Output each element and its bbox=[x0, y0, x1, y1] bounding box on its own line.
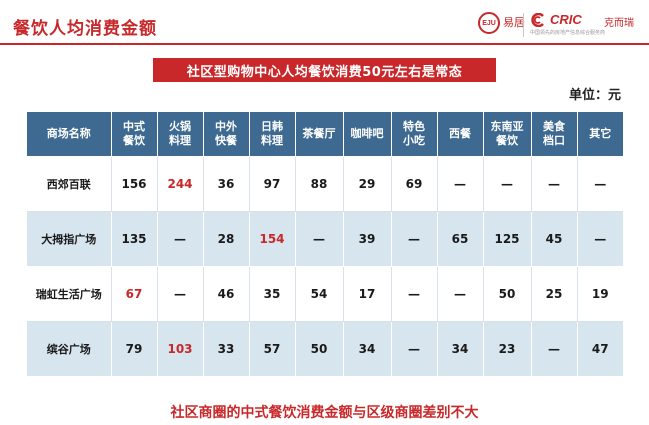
value-cell: — bbox=[157, 266, 204, 322]
mall-name-cell: 西郊百联 bbox=[27, 156, 112, 212]
column-header: 美食 档口 bbox=[531, 112, 578, 157]
column-header: 火锅 料理 bbox=[157, 112, 204, 157]
value-cell: 135 bbox=[111, 211, 158, 267]
value-cell: 156 bbox=[111, 156, 158, 212]
column-header: 中外 快餐 bbox=[203, 112, 250, 157]
value-cell: 46 bbox=[203, 266, 250, 322]
value-cell: 25 bbox=[531, 266, 578, 322]
value-cell: 19 bbox=[577, 266, 623, 322]
mall-name-cell: 大拇指广场 bbox=[27, 211, 112, 267]
value-cell: — bbox=[391, 266, 438, 322]
value-cell: 65 bbox=[437, 211, 484, 267]
value-cell: 125 bbox=[483, 211, 532, 267]
value-cell: 28 bbox=[203, 211, 250, 267]
consumption-table: 商场名称 中式 餐饮 火锅 料理 中外 快餐 日韩 料理 茶餐厅 咖啡吧 特色 小吃 西餐 东南亚 餐饮 美食档… bbox=[27, 112, 623, 377]
mall-name-cell: 缤谷广场 bbox=[27, 321, 112, 377]
value-cell: 69 bbox=[391, 156, 438, 212]
value-cell: 57 bbox=[249, 321, 296, 377]
cric-logo-icon bbox=[531, 13, 544, 27]
page-title: 餐饮人均消费金额 bbox=[13, 19, 157, 39]
value-cell: 29 bbox=[343, 156, 392, 212]
value-cell: 54 bbox=[295, 266, 344, 322]
column-header: 其它 bbox=[577, 112, 623, 157]
value-cell: 33 bbox=[203, 321, 250, 377]
value-cell: 36 bbox=[203, 156, 250, 212]
value-cell: 154 bbox=[249, 211, 296, 267]
value-cell: 34 bbox=[437, 321, 484, 377]
column-header: 茶餐厅 bbox=[295, 112, 344, 157]
table-row: 西郊百联 156 244 36 97 88 29 69— — — — bbox=[27, 156, 623, 212]
value-cell: 50 bbox=[483, 266, 532, 322]
eju-logo-icon: EJU bbox=[478, 12, 500, 34]
value-cell: 79 bbox=[111, 321, 158, 377]
headline-banner: 社区型购物中心人均餐饮消费50元左右是常态 bbox=[153, 58, 496, 82]
value-cell: 97 bbox=[249, 156, 296, 212]
table-row: 大拇指广场 135—28 154—39—65 125 45— bbox=[27, 211, 623, 267]
value-cell: — bbox=[437, 266, 484, 322]
column-header: 商场名称 bbox=[27, 112, 112, 157]
value-cell: — bbox=[437, 156, 484, 212]
cric-logo-brand: CRIC bbox=[550, 12, 582, 27]
value-cell: 88 bbox=[295, 156, 344, 212]
table-header-row: 商场名称 中式 餐饮 火锅 料理 中外 快餐 日韩 料理 茶餐厅 咖啡吧 特色 小吃 西餐 东南亚 餐饮 美食档… bbox=[27, 112, 623, 157]
eju-logo-name: 易居 bbox=[503, 16, 525, 29]
value-cell: 103 bbox=[157, 321, 204, 377]
column-header: 咖啡吧 bbox=[343, 112, 392, 157]
value-cell: 45 bbox=[531, 211, 578, 267]
value-cell: 23 bbox=[483, 321, 532, 377]
column-header: 特色 小吃 bbox=[391, 112, 438, 157]
value-cell: — bbox=[577, 211, 623, 267]
mall-name-cell: 瑞虹生活广场 bbox=[27, 266, 112, 322]
value-cell: — bbox=[483, 156, 532, 212]
conclusion-text: 社区商圈的中式餐饮消费金额与区级商圈差别不大 bbox=[170, 405, 479, 421]
column-header: 中式 餐饮 bbox=[111, 112, 158, 157]
cric-logo-tagline: 中国领先的房地产信息综合服务商 bbox=[530, 30, 606, 36]
value-cell: — bbox=[391, 321, 438, 377]
value-cell: — bbox=[531, 321, 578, 377]
unit-label: 单位：元 bbox=[568, 88, 621, 103]
column-header: 东南亚 餐饮 bbox=[483, 112, 532, 157]
title-divider bbox=[0, 43, 649, 45]
table-row: 瑞虹生活广场 67—46 35 54 17— —50 25 19 bbox=[27, 266, 623, 322]
value-cell: 35 bbox=[249, 266, 296, 322]
value-cell: — bbox=[531, 156, 578, 212]
value-cell: 47 bbox=[577, 321, 623, 377]
table-row: 缤谷广场 79 103 33 57 50 34—34 23—47 bbox=[27, 321, 623, 377]
value-cell: — bbox=[391, 211, 438, 267]
value-cell: 17 bbox=[343, 266, 392, 322]
column-header: 日韩 料理 bbox=[249, 112, 296, 157]
value-cell: 67 bbox=[111, 266, 158, 322]
value-cell: — bbox=[157, 211, 204, 267]
cric-logo-cn: 克而瑞 bbox=[604, 18, 634, 29]
value-cell: — bbox=[295, 211, 344, 267]
logo-divider bbox=[523, 13, 524, 37]
value-cell: 50 bbox=[295, 321, 344, 377]
value-cell: 34 bbox=[343, 321, 392, 377]
column-header: 西餐 bbox=[437, 112, 484, 157]
value-cell: — bbox=[577, 156, 623, 212]
value-cell: 244 bbox=[157, 156, 204, 212]
value-cell: 39 bbox=[343, 211, 392, 267]
